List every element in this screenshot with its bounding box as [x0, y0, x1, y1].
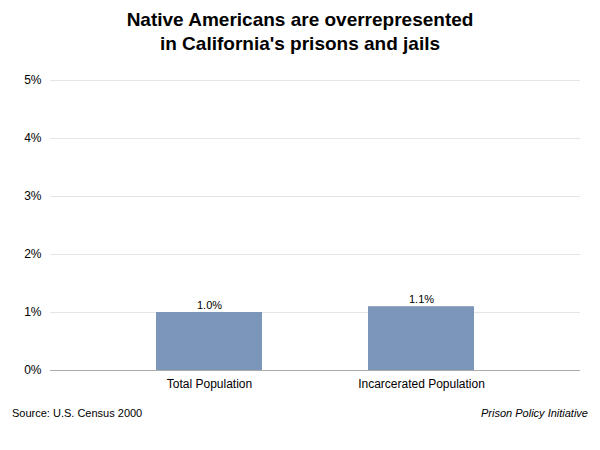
svg-text:1.0%: 1.0% [197, 298, 222, 310]
svg-text:2%: 2% [24, 247, 42, 261]
svg-text:1.1%: 1.1% [409, 292, 434, 304]
html-text:Native Americans are overrepre: Native Americans are overrepresented in … [126, 9, 474, 54]
svg-text:Incarcerated Population: Incarcerated Population [358, 377, 485, 391]
svg-text:3%: 3% [24, 189, 42, 203]
html-text:Source: U.S. Census 2000: Source: U.S. Census 2000 [12, 406, 143, 419]
svg-text:0%: 0% [24, 363, 42, 377]
svg-text:4%: 4% [24, 131, 42, 145]
svg-text:5%: 5% [24, 73, 42, 87]
html-text:Prison Policy Initiative: Prison Policy Initiative [481, 406, 588, 419]
svg-text:Total Population: Total Population [167, 377, 252, 391]
svg-text:1%: 1% [24, 305, 42, 319]
